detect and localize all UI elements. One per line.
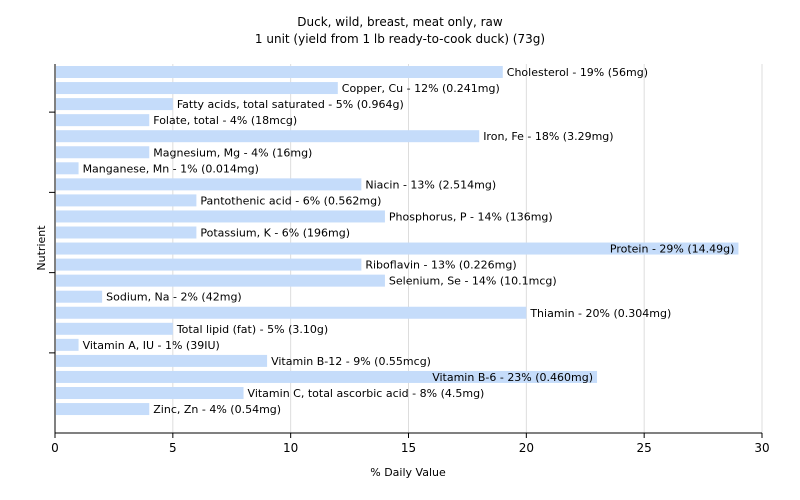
bar-folate-total	[56, 114, 150, 127]
bar-vitamin-c-total-ascorbic-acid	[56, 387, 244, 399]
bar-pantothenic-acid	[56, 194, 197, 207]
bar-label: Selenium, Se - 14% (10.1mcg)	[389, 275, 557, 288]
bar-manganese-mn	[56, 162, 79, 175]
bar-vitamin-b-6	[56, 370, 598, 383]
x-tick-label-5: 5	[169, 441, 177, 455]
bar-copper-cu	[56, 82, 338, 95]
bar-thiamin	[56, 306, 527, 319]
bar-protein	[56, 242, 739, 255]
x-tick-label-0: 0	[51, 441, 59, 455]
y-axis-label: Nutrient	[35, 225, 48, 271]
bar-fatty-acids-total-saturated	[56, 98, 173, 111]
bar-label: Niacin - 13% (2.514mg)	[365, 178, 496, 191]
bar-vitamin-a-iu	[56, 338, 79, 351]
bar-label: Magnesium, Mg - 4% (16mg)	[153, 146, 312, 159]
bar-label: Total lipid (fat) - 5% (3.10g)	[176, 323, 328, 336]
bar-zinc-zn	[56, 403, 150, 416]
bar-total-lipid-fat-	[56, 322, 173, 335]
axes: 0 5 10 15 20 25 30	[49, 64, 770, 455]
bar-label: Riboflavin - 13% (0.226mg)	[365, 259, 516, 272]
chart-title: Duck, wild, breast, meat only, raw	[297, 15, 503, 29]
x-axis-label: % Daily Value	[370, 466, 446, 479]
bar-label: Phosphorus, P - 14% (136mg)	[389, 210, 553, 223]
bar-label: Vitamin B-6 - 23% (0.460mg)	[432, 371, 593, 384]
bar-label: Protein - 29% (14.49g)	[610, 243, 735, 256]
chart-title-block: Duck, wild, breast, meat only, raw 1 uni…	[0, 14, 800, 48]
chart-subtitle: 1 unit (yield from 1 lb ready-to-cook du…	[254, 32, 546, 46]
x-tick-label-15: 15	[401, 441, 416, 455]
bar-label: Vitamin B-12 - 9% (0.55mcg)	[271, 355, 431, 368]
bar-label: Folate, total - 4% (18mcg)	[153, 114, 297, 127]
bar-label: Manganese, Mn - 1% (0.014mg)	[83, 162, 259, 175]
bar-riboflavin	[56, 258, 362, 271]
bar-label: Copper, Cu - 12% (0.241mg)	[342, 82, 500, 95]
bar-selenium-se	[56, 274, 385, 287]
bar-phosphorus-p	[56, 210, 385, 223]
x-tick-label-20: 20	[519, 441, 534, 455]
bar-sodium-na	[56, 290, 103, 303]
bar-label: Vitamin C, total ascorbic acid - 8% (4.5…	[248, 387, 485, 400]
bar-label: Fatty acids, total saturated - 5% (0.964…	[177, 98, 404, 111]
bar-label: Sodium, Na - 2% (42mg)	[106, 291, 242, 304]
bar-label: Thiamin - 20% (0.304mg)	[529, 307, 671, 320]
x-tick-label-25: 25	[637, 441, 652, 455]
bar-iron-fe	[56, 130, 480, 143]
bar-vitamin-b-12	[56, 354, 268, 367]
bar-label: Vitamin A, IU - 1% (39IU)	[83, 339, 220, 352]
x-tick-label-10: 10	[283, 441, 298, 455]
bar-magnesium-mg	[56, 146, 150, 159]
bar-label: Pantothenic acid - 6% (0.562mg)	[200, 194, 381, 207]
bar-label: Zinc, Zn - 4% (0.54mg)	[153, 403, 281, 416]
bar-niacin	[56, 178, 362, 191]
x-tick-label-30: 30	[754, 441, 769, 455]
bar-label: Iron, Fe - 18% (3.29mg)	[483, 130, 613, 143]
bar-cholesterol	[56, 66, 503, 78]
bar-label: Cholesterol - 19% (56mg)	[507, 66, 648, 79]
bar-potassium-k	[56, 226, 197, 239]
bar-label: Potassium, K - 6% (196mg)	[200, 227, 350, 240]
bars: Cholesterol - 19% (56mg) Copper, Cu - 12%…	[56, 66, 739, 416]
